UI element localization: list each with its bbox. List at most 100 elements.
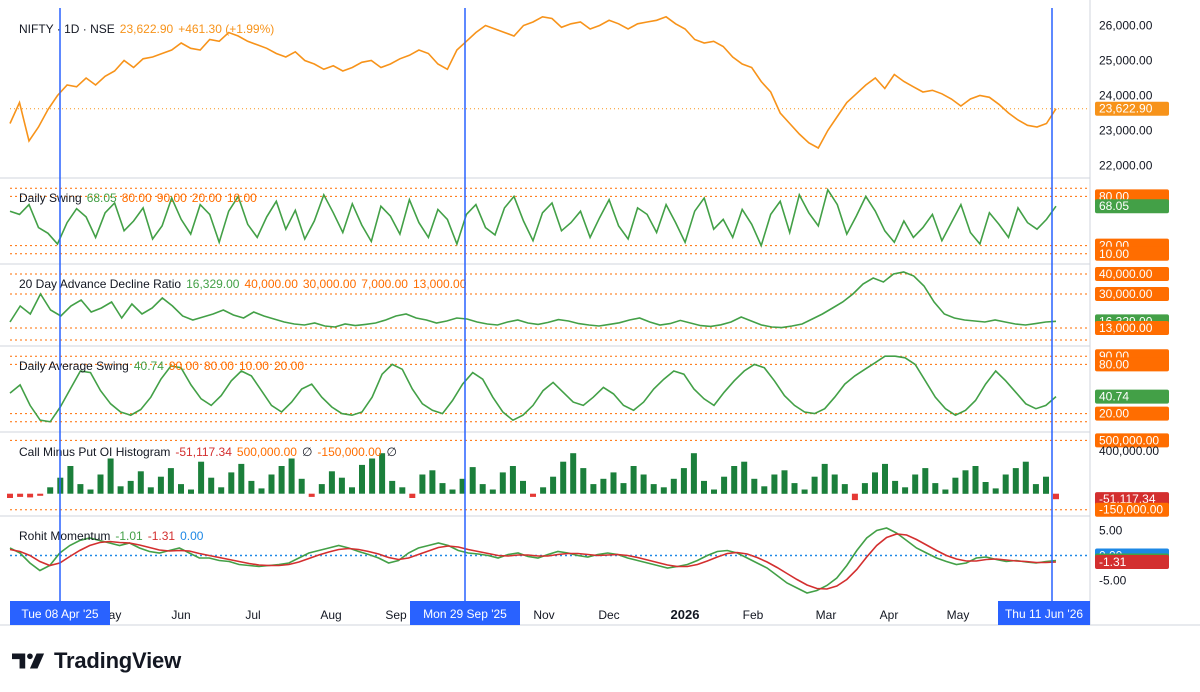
histogram-bar — [47, 487, 54, 494]
call-put-axis-badge-text: -150,000.00 — [1099, 503, 1163, 517]
call-put-legend-part-3: ∅ — [302, 445, 312, 459]
call-put-axis-badge-bg — [1095, 492, 1169, 507]
daily-average-swing-axis-badge: 40.74 — [1095, 389, 1169, 404]
histogram-bar — [278, 466, 285, 494]
histogram-bar — [922, 468, 929, 494]
histogram-bar — [107, 458, 114, 494]
histogram-bar — [238, 463, 245, 494]
histogram-bar — [338, 477, 345, 494]
momentum-axis-tick: 5.00 — [1099, 524, 1123, 538]
histogram-bar — [409, 493, 416, 498]
price-axis-tick: 25,000.00 — [1099, 54, 1153, 68]
advance-decline-line — [9, 271, 1057, 329]
histogram-bar — [861, 483, 868, 494]
price-legend-part-0: NIFTY · 1D · NSE — [19, 22, 115, 36]
histogram-bar — [1022, 461, 1029, 494]
histogram-bar — [821, 463, 828, 494]
histogram-bar — [499, 472, 506, 494]
histogram-bar — [771, 474, 778, 494]
histogram-bar — [600, 478, 607, 494]
daily-average-swing-legend-part-3: 80.00 — [204, 359, 234, 373]
histogram-bar — [670, 478, 677, 494]
daily-swing-legend: Daily Swing 68.05 80.00 90.00 20.00 10.00 — [19, 191, 257, 205]
daily-swing-legend-part-5: 10.00 — [227, 191, 257, 205]
price-last-badge: 23,622.90 — [1095, 101, 1169, 116]
price-axis-tick: 24,000.00 — [1099, 89, 1153, 103]
histogram-bar — [992, 488, 999, 494]
advance-decline-axis-badge-bg — [1095, 287, 1169, 301]
histogram-bar — [67, 466, 74, 494]
daily-swing-axis-badge-text: 10.00 — [1099, 247, 1129, 261]
time-axis-label: Sep — [385, 608, 407, 622]
advance-decline-legend-part-1: 16,329.00 — [186, 277, 240, 291]
histogram-bar — [761, 486, 768, 494]
histogram-bar — [851, 493, 858, 501]
histogram-bar — [912, 474, 919, 494]
daily-average-swing-legend-part-1: 40.74 — [134, 359, 164, 373]
call-put-axis-badge-bg — [1095, 433, 1169, 448]
price-last-badge-text: 23,622.90 — [1099, 102, 1153, 116]
brand[interactable]: TradingView — [12, 648, 181, 674]
daily-swing-legend-part-4: 20.00 — [192, 191, 222, 205]
histogram-bar — [228, 472, 235, 494]
histogram-bar — [630, 466, 637, 494]
histogram-bar — [721, 476, 728, 494]
histogram-bar — [258, 488, 265, 494]
momentum-axis-tick: -5.00 — [1099, 574, 1127, 588]
time-axis-label: Mar — [816, 608, 837, 622]
histogram-bar — [690, 453, 697, 494]
histogram-bar — [77, 484, 84, 494]
daily-swing-axis-badge-bg — [1095, 246, 1169, 261]
histogram-bar — [580, 468, 587, 494]
histogram-bar — [308, 493, 315, 497]
date-marker-label: Tue 08 Apr '25 — [10, 601, 110, 625]
advance-decline-legend-part-5: 13,000.00 — [413, 277, 467, 291]
advance-decline-axis-badge-text: 30,000.00 — [1099, 287, 1153, 301]
histogram-bar — [419, 474, 426, 494]
daily-average-swing-legend: Daily Average Swing 40.74 90.00 80.00 10.00 2… — [19, 359, 304, 373]
momentum-legend-part-3: 0.00 — [180, 529, 204, 543]
advance-decline-axis-badge: 30,000.00 — [1095, 287, 1169, 301]
price-axis-tick: 22,000.00 — [1099, 159, 1153, 173]
advance-decline-axis-badge: 13,000.00 — [1095, 321, 1169, 335]
histogram-bar — [620, 483, 627, 494]
histogram-bar — [479, 484, 486, 494]
time-axis-label: Jul — [245, 608, 260, 622]
histogram-bar — [1053, 493, 1059, 500]
daily-average-swing-axis-badge-text: 40.74 — [1099, 390, 1129, 404]
price-last-badge-bg — [1095, 101, 1169, 116]
daily-average-swing-axis-badge-bg — [1095, 406, 1169, 421]
date-marker-label: Mon 29 Sep '25 — [410, 601, 520, 625]
histogram-bar — [892, 480, 899, 494]
histogram-bar — [248, 480, 255, 494]
histogram-bar — [570, 453, 577, 494]
histogram-bar — [349, 487, 355, 494]
momentum-legend-part-2: -1.31 — [148, 529, 176, 543]
histogram-bar — [87, 489, 94, 494]
histogram-bar — [972, 466, 979, 494]
advance-decline-axis-badge: 40,000.00 — [1095, 267, 1169, 281]
call-put-axis-badge-text: 500,000.00 — [1099, 433, 1159, 447]
price-axis-tick: 26,000.00 — [1099, 19, 1153, 33]
histogram-bar — [328, 471, 335, 494]
date-marker-label-bg — [410, 601, 520, 625]
advance-decline-axis-badge-text: 13,000.00 — [1099, 321, 1153, 335]
daily-average-swing-legend-part-0: Daily Average Swing — [19, 359, 129, 373]
date-marker-label-bg — [998, 601, 1090, 625]
momentum-legend-part-1: -1.01 — [115, 529, 143, 543]
histogram-bar — [137, 471, 144, 494]
call-put-axis-badge: -51,117.34 — [1095, 492, 1169, 507]
histogram-bar — [469, 467, 476, 494]
daily-average-swing-axis-badge: 20.00 — [1095, 406, 1169, 421]
call-put-legend-part-5: ∅ — [386, 445, 396, 459]
histogram-bar — [369, 458, 376, 494]
histogram-bar — [17, 493, 24, 497]
histogram-bar — [660, 487, 667, 494]
histogram-bar — [801, 489, 808, 494]
time-axis-label: Apr — [880, 608, 899, 622]
histogram-bar — [831, 474, 838, 494]
call-put-axis-tick: 400,000.00 — [1099, 444, 1159, 458]
histogram-bar — [268, 474, 275, 494]
histogram-bar — [218, 487, 225, 494]
